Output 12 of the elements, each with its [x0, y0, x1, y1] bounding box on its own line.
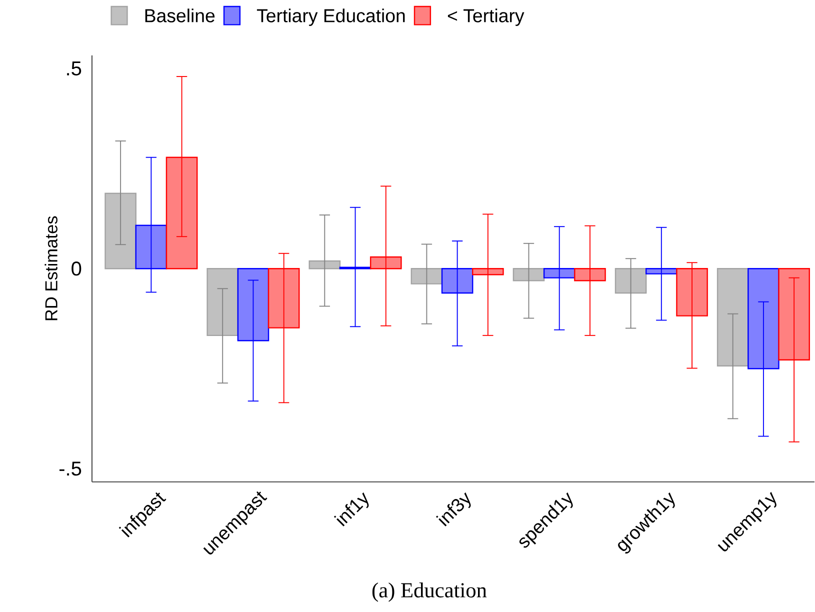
bar — [410, 268, 443, 284]
y-tick-label: 0 — [72, 262, 82, 276]
legend-label: Tertiary Education — [256, 8, 405, 26]
legend-label: < Tertiary — [448, 8, 524, 26]
bar — [308, 260, 341, 270]
y-tick-label: .5 — [67, 62, 82, 76]
y-tick-label: -.5 — [59, 462, 82, 476]
y-axis-title: RD Estimates — [44, 216, 58, 320]
bar — [614, 268, 647, 294]
text: (a) Education — [372, 582, 487, 602]
legend-label: Baseline — [145, 8, 215, 22]
bar — [512, 268, 545, 282]
